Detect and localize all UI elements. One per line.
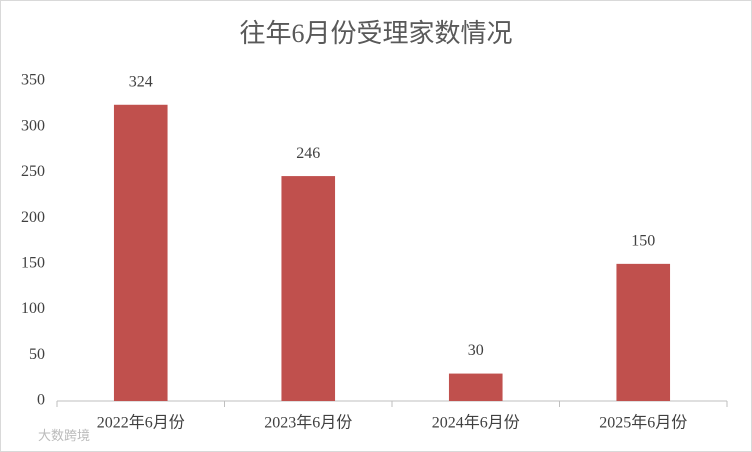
chart-title: 往年6月份受理家数情况 xyxy=(239,19,512,48)
y-tick-label: 150 xyxy=(21,255,45,272)
bar xyxy=(113,104,168,402)
data-label: 246 xyxy=(296,145,320,162)
y-tick-label: 250 xyxy=(21,163,45,180)
x-tick-label: 2022年6月份 xyxy=(97,414,185,432)
data-label: 150 xyxy=(631,233,655,250)
y-tick-label: 300 xyxy=(21,117,45,134)
x-tick-label: 2025年6月份 xyxy=(599,414,687,432)
y-tick-label: 100 xyxy=(21,300,45,317)
x-tick-label: 2024年6月份 xyxy=(432,414,520,432)
data-label: 30 xyxy=(468,342,484,359)
bar xyxy=(616,263,671,401)
bar xyxy=(281,176,336,401)
bar xyxy=(448,373,503,401)
watermark: 大数跨境 xyxy=(38,428,90,443)
y-tick-label: 200 xyxy=(21,209,45,226)
y-tick-label: 350 xyxy=(21,72,45,89)
y-tick-label: 0 xyxy=(37,392,45,409)
y-tick-label: 50 xyxy=(29,346,45,363)
data-label: 324 xyxy=(129,73,153,90)
x-tick-label: 2023年6月份 xyxy=(264,414,352,432)
